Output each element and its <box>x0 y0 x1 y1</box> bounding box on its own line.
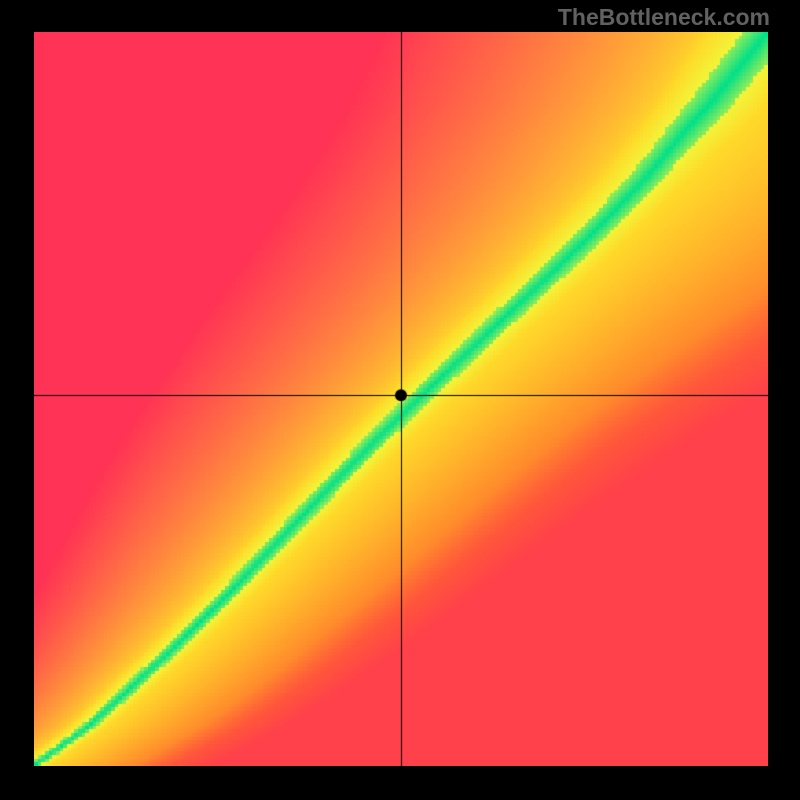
watermark-label: TheBottleneck.com <box>558 4 770 31</box>
chart-root: TheBottleneck.com <box>0 0 800 800</box>
bottleneck-heatmap <box>34 32 768 766</box>
